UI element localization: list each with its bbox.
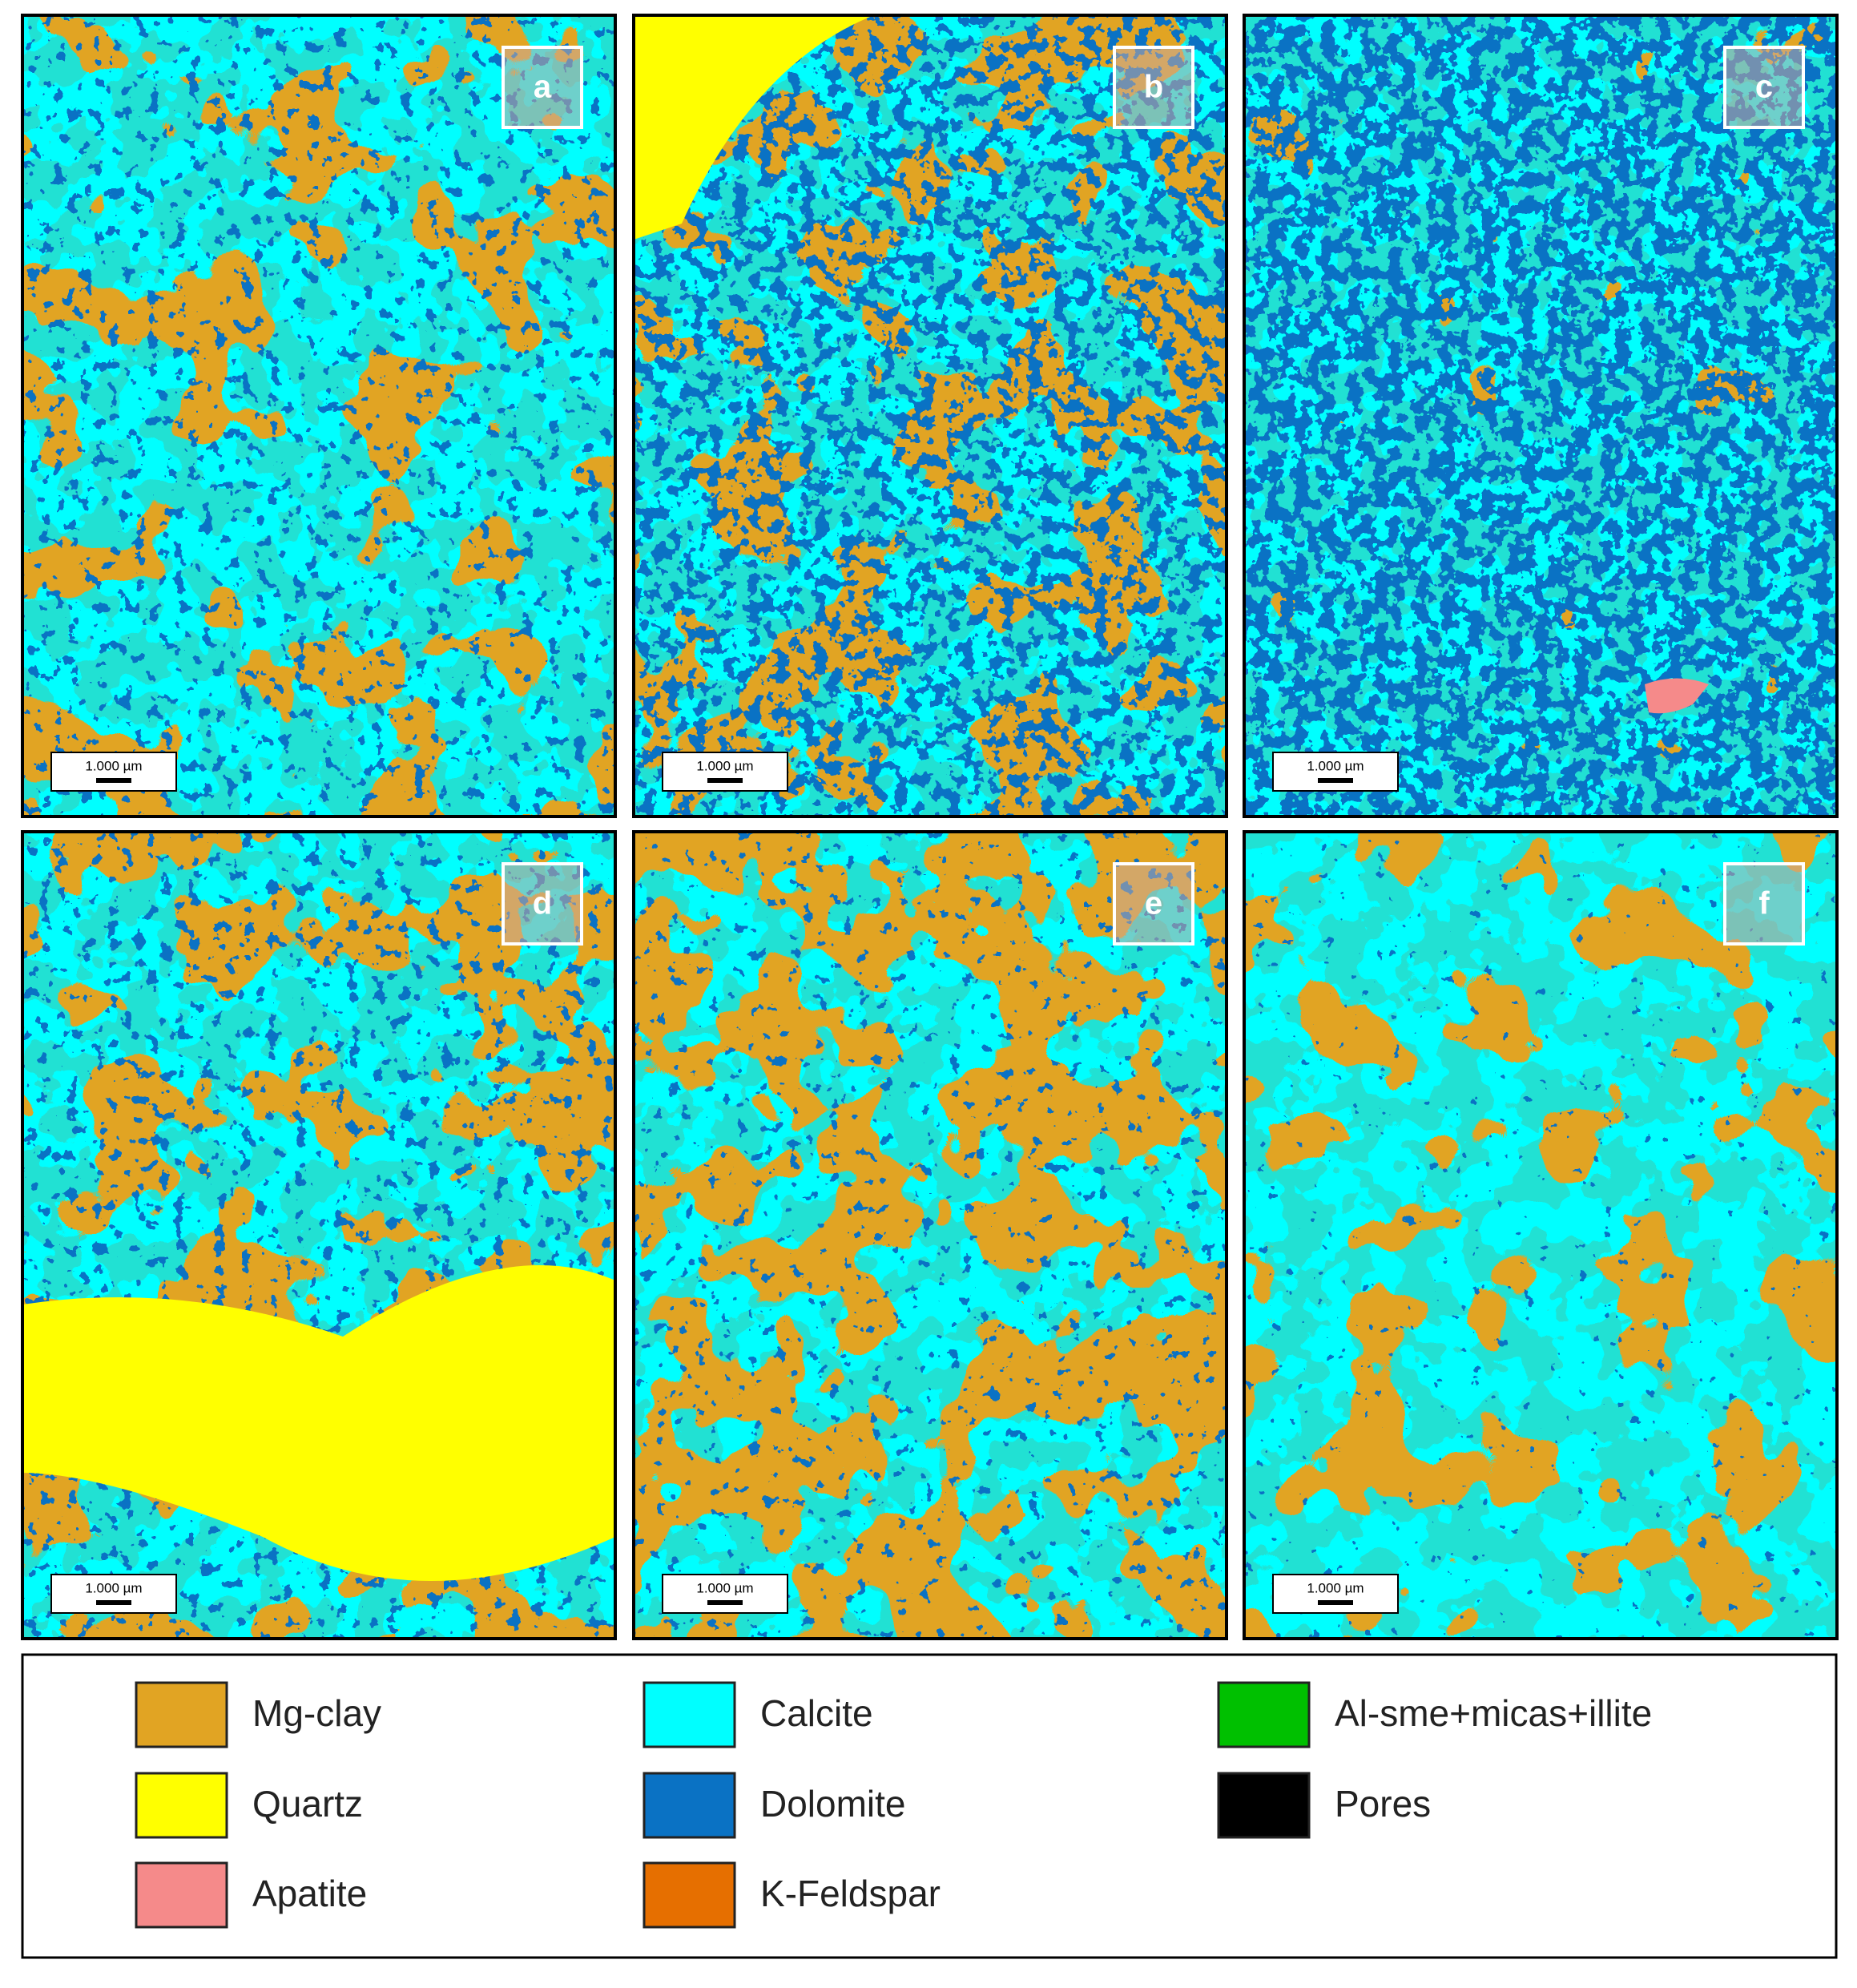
map-panel: c 1.000 µm — [1243, 14, 1839, 818]
scale-bar-box — [1272, 752, 1399, 792]
map-panel: e 1.000 µm — [632, 830, 1228, 1640]
scale-bar-label: 1.000 µm — [85, 758, 142, 773]
scale-bar-box — [1272, 1574, 1399, 1614]
panel-label: b — [1144, 70, 1163, 105]
scale-bar-label: 1.000 µm — [85, 1580, 142, 1595]
map-panel: d 1.000 µm — [21, 830, 617, 1640]
panel-label: e — [1145, 886, 1162, 921]
scale-bar — [1318, 1600, 1353, 1605]
mineral-map — [634, 832, 1227, 1639]
mineral-map — [634, 15, 1227, 817]
mineral-map — [22, 15, 615, 817]
map-panel: a 1.000 µm — [21, 14, 617, 818]
mineral-map — [1244, 15, 1837, 817]
scale-bar — [1318, 778, 1353, 783]
legend-box — [21, 1653, 1838, 1959]
quartz-region — [22, 1265, 615, 1581]
apatite-grain — [1645, 678, 1709, 714]
panel-label-box — [502, 46, 583, 129]
panel-border — [21, 830, 617, 1640]
scale-bar-label: 1.000 µm — [1307, 1580, 1364, 1595]
legend-label: Dolomite — [760, 1783, 906, 1825]
panel-border — [632, 14, 1228, 818]
panel-label-box — [1113, 46, 1194, 129]
panel-border — [1243, 830, 1839, 1640]
mineral-texture — [22, 15, 615, 817]
panel-label-box — [1723, 862, 1805, 946]
scale-bar-label: 1.000 µm — [1307, 758, 1364, 773]
scale-bar — [96, 1600, 131, 1605]
legend-swatch — [642, 1772, 736, 1839]
panel-label: d — [533, 886, 552, 921]
legend-swatch — [135, 1861, 228, 1929]
scale-bar-label: 1.000 µm — [696, 1580, 753, 1595]
scale-bar — [96, 778, 131, 783]
panel-label: f — [1758, 886, 1770, 921]
scale-bar — [707, 1600, 743, 1605]
panel-label-box — [502, 862, 583, 946]
panel-label: a — [534, 70, 552, 105]
mineral-map — [1244, 832, 1837, 1639]
panel-border — [632, 830, 1228, 1640]
legend-label: Al-sme+micas+illite — [1335, 1692, 1652, 1734]
legend-swatch — [642, 1681, 736, 1748]
map-panel: f 1.000 µm — [1243, 830, 1839, 1640]
legend-label: Pores — [1335, 1783, 1431, 1825]
legend-label: Mg-clay — [252, 1692, 381, 1734]
legend-swatch — [135, 1772, 228, 1839]
legend-label: Quartz — [252, 1783, 363, 1825]
panel-border — [21, 14, 617, 818]
panel-label-box — [1113, 862, 1194, 946]
panel-border — [1243, 14, 1839, 818]
legend-label: Apatite — [252, 1873, 367, 1914]
panel-label: c — [1755, 70, 1773, 105]
mineral-texture — [1244, 832, 1837, 1639]
mineral-texture — [1244, 15, 1837, 817]
scale-bar-box — [50, 1574, 177, 1614]
legend-swatch — [135, 1681, 228, 1748]
scale-bar-box — [662, 752, 788, 792]
legend-swatch — [1217, 1681, 1311, 1748]
legend-label: K-Feldspar — [760, 1873, 941, 1914]
panel-label-box — [1723, 46, 1805, 129]
legend-label: Calcite — [760, 1692, 873, 1734]
map-panel: b 1.000 µm — [632, 14, 1228, 818]
mineral-texture — [634, 15, 1227, 817]
scale-bar-label: 1.000 µm — [696, 758, 753, 773]
scale-bar-box — [662, 1574, 788, 1614]
legend-swatch — [1217, 1772, 1311, 1839]
legend-swatch — [642, 1861, 736, 1929]
scale-bar — [707, 778, 743, 783]
quartz-region — [634, 15, 874, 240]
scale-bar-box — [50, 752, 177, 792]
mineral-map — [22, 832, 615, 1639]
mineral-texture — [634, 832, 1227, 1639]
